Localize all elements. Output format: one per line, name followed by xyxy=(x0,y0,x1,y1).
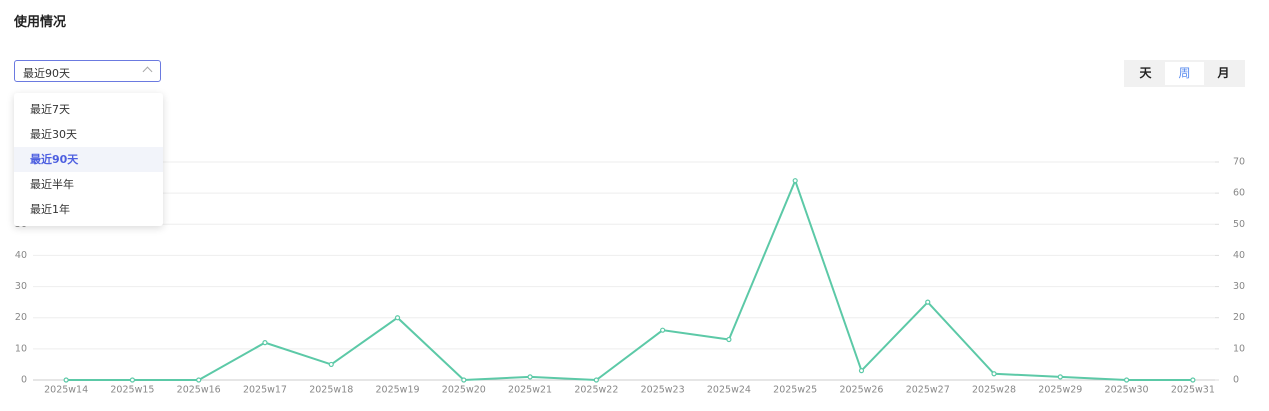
granularity-toggle: 天周月 xyxy=(1124,60,1245,87)
y-tick-label: 10 xyxy=(15,343,27,354)
x-tick-label: 2025w18 xyxy=(309,385,353,396)
y-tick-label: 0 xyxy=(21,375,27,386)
y-tick-label: 20 xyxy=(15,312,27,323)
x-tick-label: 2025w31 xyxy=(1171,385,1215,396)
y2-tick-label: 20 xyxy=(1233,312,1245,323)
range-option[interactable]: 最近半年 xyxy=(30,178,74,191)
y2-tick-label: 30 xyxy=(1233,281,1245,292)
x-tick-label: 2025w26 xyxy=(839,385,883,396)
data-point xyxy=(394,315,401,321)
range-select[interactable]: 最近90天 xyxy=(14,60,161,82)
range-option[interactable]: 最近30天 xyxy=(30,128,77,141)
granularity-option[interactable]: 月 xyxy=(1217,66,1230,80)
data-point xyxy=(129,377,136,383)
data-point xyxy=(593,377,599,383)
section-title: 使用情况 xyxy=(14,15,67,30)
range-menu: 最近7天最近30天最近90天最近半年最近1年 xyxy=(14,93,163,226)
x-tick-label: 2025w25 xyxy=(773,385,817,396)
data-point xyxy=(196,377,202,383)
range-option[interactable]: 最近7天 xyxy=(30,103,70,116)
data-line xyxy=(66,177,1193,382)
y2-tick-label: 60 xyxy=(1233,188,1245,199)
data-point xyxy=(660,327,666,333)
x-tick-label: 2025w28 xyxy=(972,385,1016,396)
y-tick-label: 40 xyxy=(15,250,27,261)
range-option[interactable]: 最近1年 xyxy=(30,203,70,216)
data-point xyxy=(328,361,334,368)
y2-tick-label: 10 xyxy=(1233,343,1245,354)
y2-tick-label: 50 xyxy=(1233,219,1245,230)
x-tick-label: 2025w16 xyxy=(177,385,221,396)
x-tick-label: 2025w29 xyxy=(1038,385,1082,396)
data-point xyxy=(1057,374,1063,380)
x-tick-label: 2025w27 xyxy=(906,385,950,396)
select-arrow xyxy=(142,66,153,77)
data-point xyxy=(262,340,268,346)
select-value: 最近90天 xyxy=(23,67,70,80)
data-point xyxy=(726,336,732,343)
y2-tick-label: 70 xyxy=(1233,157,1245,168)
data-point xyxy=(1190,377,1196,383)
y2-tick-label: 0 xyxy=(1233,375,1239,386)
data-point xyxy=(858,368,865,374)
x-tick-label: 2025w23 xyxy=(641,385,685,396)
x-tick-label: 2025w21 xyxy=(508,385,552,396)
x-tick-label: 2025w17 xyxy=(243,385,287,396)
range-option[interactable]: 最近90天 xyxy=(14,147,163,172)
data-point xyxy=(527,374,533,380)
data-point xyxy=(925,299,931,305)
x-tick-label: 2025w14 xyxy=(44,385,88,396)
x-tick-label: 2025w30 xyxy=(1105,385,1149,396)
y-tick-label: 30 xyxy=(15,281,27,292)
data-point xyxy=(792,178,798,184)
granularity-option[interactable]: 天 xyxy=(1139,66,1152,80)
y2-tick-label: 40 xyxy=(1233,250,1245,261)
x-tick-label: 2025w19 xyxy=(376,385,420,396)
x-tick-label: 2025w20 xyxy=(442,385,486,396)
x-tick-label: 2025w24 xyxy=(707,385,751,396)
data-point xyxy=(63,377,69,383)
data-point xyxy=(991,371,997,377)
data-point xyxy=(1123,377,1130,383)
data-point xyxy=(461,377,467,383)
x-tick-label: 2025w22 xyxy=(574,385,618,396)
granularity-option[interactable]: 周 xyxy=(1165,62,1204,85)
x-tick-label: 2025w15 xyxy=(110,385,154,396)
